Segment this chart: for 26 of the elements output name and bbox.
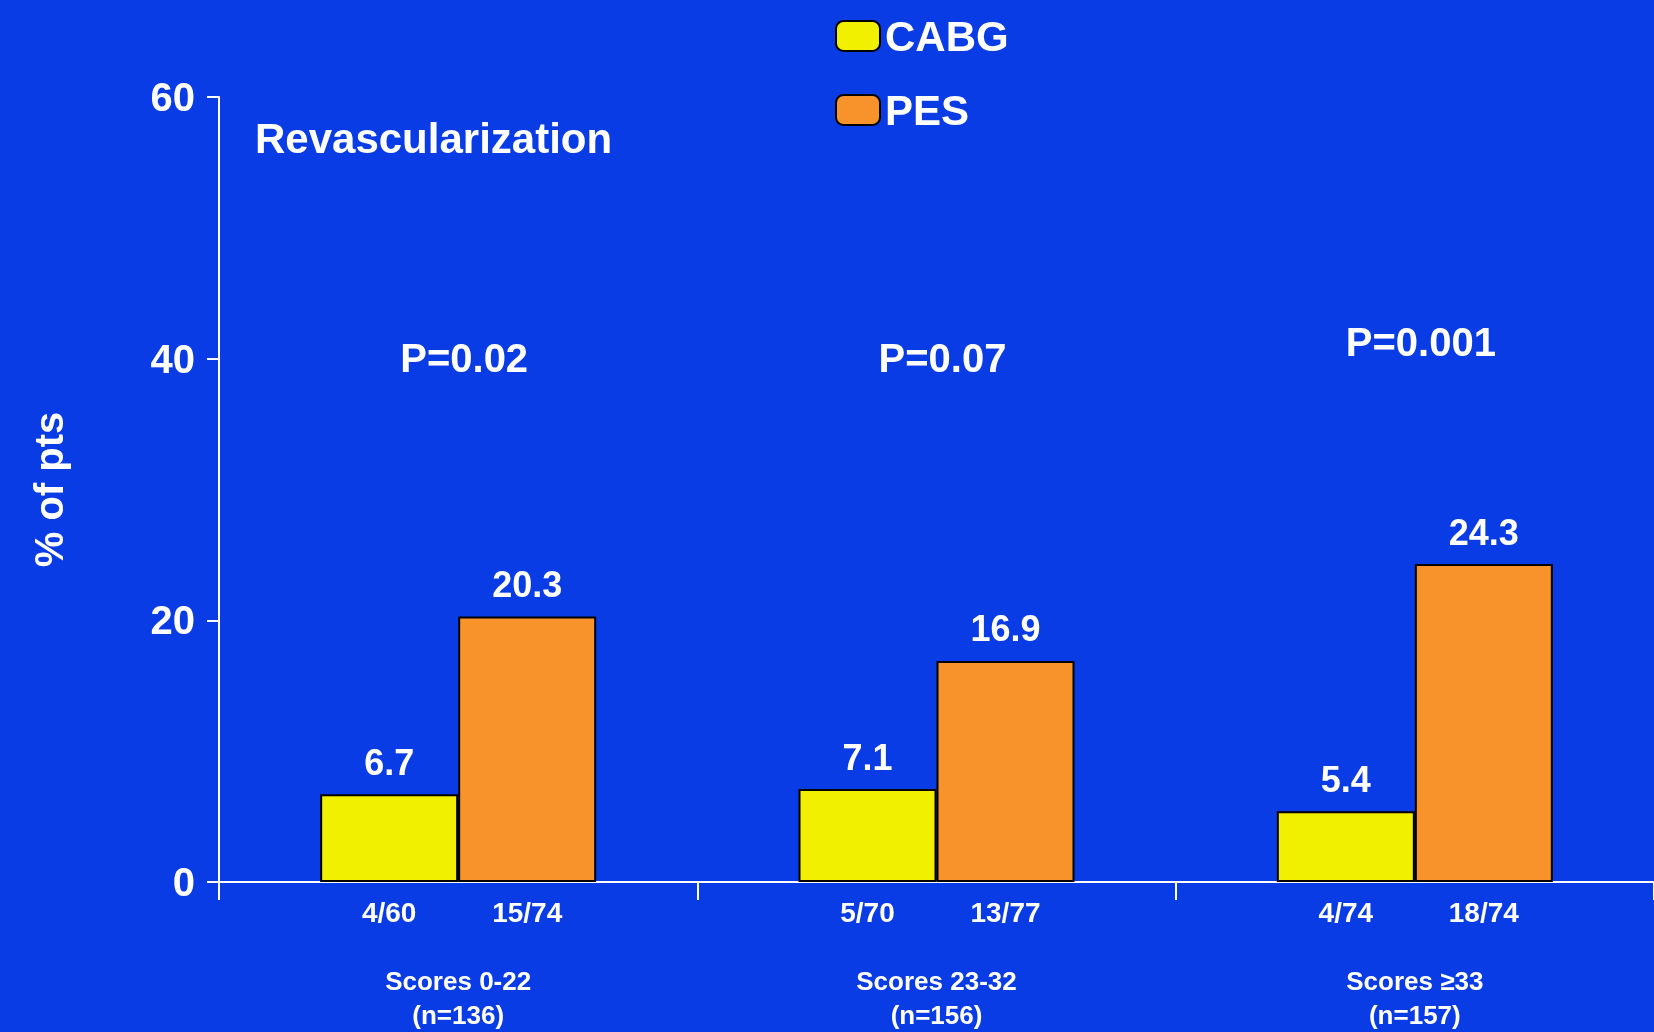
- annotation: 18/74: [1448, 896, 1520, 928]
- annotation: 5/70: [840, 896, 895, 928]
- data-label: 5.4: [1320, 758, 1371, 800]
- data-label: 16.9: [970, 608, 1041, 650]
- data-label: 7.1: [842, 736, 893, 778]
- y-tick-label: 60: [150, 75, 195, 119]
- data-label: 6.7: [364, 741, 415, 783]
- x-tick-label: Scores ≥33 (n=157): [1346, 966, 1484, 1030]
- legend-label: CABG: [885, 12, 1009, 60]
- y-tick-label: 40: [150, 336, 195, 381]
- annotation: 15/74: [492, 896, 563, 928]
- annotation: 4/74: [1318, 896, 1374, 928]
- annotation: 13/77: [970, 896, 1041, 928]
- annotation: P=0.07: [878, 336, 1007, 380]
- legend-label: PES: [885, 86, 970, 134]
- annotation: 4/60: [361, 896, 417, 928]
- annotation: P=0.001: [1345, 320, 1496, 364]
- x-tick-label: Scores 0-22 (n=136): [385, 966, 532, 1030]
- data-label: 24.3: [1448, 511, 1519, 553]
- data-label: 20.3: [492, 563, 563, 605]
- y-axis-title: % of pts: [27, 411, 71, 568]
- chart-title: Revascularization: [255, 114, 613, 162]
- y-tick-label: 20: [150, 598, 195, 643]
- x-tick-label: Scores 23-32 (n=156): [856, 966, 1017, 1030]
- y-tick-label: 0: [172, 860, 195, 904]
- annotation: P=0.02: [400, 336, 529, 380]
